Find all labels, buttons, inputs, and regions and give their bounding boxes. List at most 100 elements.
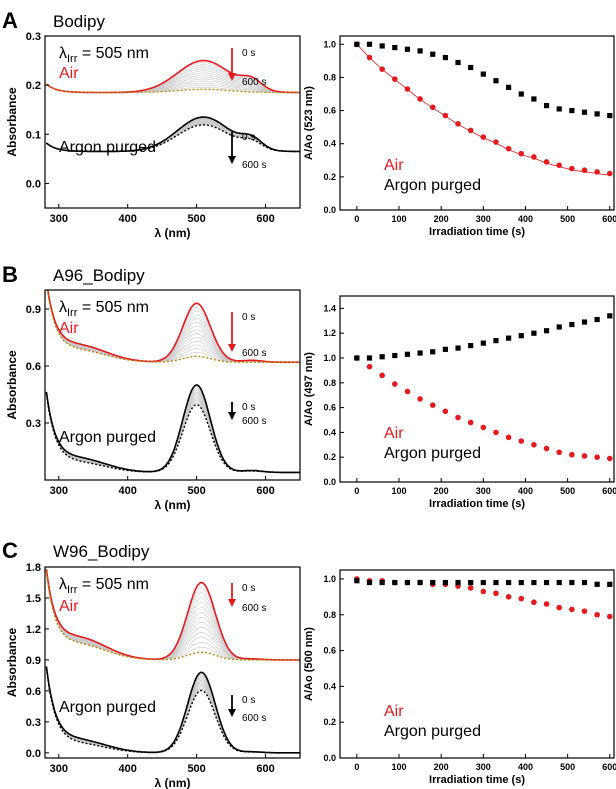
x-tick-label: 400	[119, 485, 137, 497]
argon-data-point	[607, 581, 613, 587]
y-tick-label: 0.3	[26, 31, 41, 43]
air-spectrum-600s	[45, 572, 300, 661]
air-data-point	[417, 396, 423, 402]
y-tick-label: 1.4	[323, 303, 336, 313]
argon-time-start-label: 0 s	[242, 695, 255, 706]
air-data-point	[392, 381, 398, 387]
y-tick-label: 1.5	[26, 593, 41, 605]
argon-data-point	[556, 579, 562, 586]
y-tick-label: 0.0	[323, 205, 336, 215]
argon-data-point	[556, 324, 562, 330]
air-arrow-head	[228, 599, 236, 607]
argon-data-point	[442, 579, 448, 586]
y-axis-label: Absorbance	[5, 87, 19, 157]
y-tick-label: 0.8	[323, 72, 336, 82]
argon-data-point	[354, 41, 360, 47]
y-tick-label: 0.6	[323, 646, 336, 656]
air-data-point	[518, 595, 525, 602]
argon-data-point	[531, 579, 537, 586]
panel-title: Bodipy	[53, 12, 105, 31]
argon-data-point	[392, 45, 398, 51]
argon-data-point	[455, 59, 461, 66]
y-tick-label: 0.2	[323, 452, 336, 462]
kinetics-panel-b: 0 100 200 300 400 500 600 0.0 0.2 0.4 0.6 0.8 1.0 1.2…	[303, 295, 616, 510]
argon-purged-label: Argon purged	[59, 139, 156, 156]
air-data-point	[606, 613, 613, 620]
x-axis-label: λ (nm)	[155, 498, 191, 512]
air-data-point	[480, 424, 487, 431]
argon-spectrum-0s	[45, 116, 300, 153]
y-axis-label: Absorbance	[5, 628, 19, 698]
argon-data-point	[430, 349, 436, 355]
y-tick-label: 0.2	[323, 172, 336, 182]
x-tick-label: 200	[434, 214, 449, 224]
y-tick-label: 1.0	[323, 39, 336, 49]
argon-data-point	[480, 71, 486, 77]
argon-data-point	[379, 43, 385, 49]
spectrum-panel-a: 300 400 500 600 0.0 0.1 0.2 0.3 λ (nm) Absorbance…	[2, 8, 301, 240]
argon-data-point	[518, 333, 524, 339]
x-tick-label: 400	[518, 486, 533, 496]
x-tick-label: 100	[391, 762, 406, 772]
y-tick-label: 0.4	[323, 427, 336, 437]
argon-data-point	[569, 321, 575, 328]
air-time-end-label: 600 s	[242, 603, 266, 614]
air-data-point	[581, 167, 588, 174]
x-tick-label: 400	[518, 762, 533, 772]
argon-data-point	[417, 48, 423, 54]
argon-data-point	[543, 103, 550, 109]
x-tick-label: 500	[187, 485, 205, 497]
air-data-point	[606, 170, 613, 177]
kinetics-frame	[339, 35, 615, 211]
y-tick-label: 0.4	[323, 681, 336, 691]
argon-data-point	[518, 91, 524, 97]
irradiation-wavelength-label: λIrr = 505 nm	[59, 45, 149, 65]
air-data-point	[455, 414, 461, 421]
air-data-point	[442, 408, 449, 415]
air-data-point	[581, 608, 588, 614]
argon-spectrum-600s	[45, 668, 300, 754]
argon-data-point	[442, 346, 448, 352]
argon-time-start-label: 0 s	[242, 132, 255, 143]
legend-air-label: Air	[384, 425, 404, 442]
x-tick-label: 200	[434, 762, 449, 772]
argon-arrow-head	[228, 156, 236, 164]
y-tick-label: 0.2	[323, 717, 336, 727]
y-tick-label: 0.4	[323, 139, 336, 149]
argon-data-point	[404, 46, 411, 52]
air-time-end-label: 600 s	[242, 77, 266, 88]
air-spectrum-600s	[45, 83, 300, 94]
air-data-point	[493, 429, 499, 436]
kinetics-panel-a: 0 100 200 300 400 500 600 0.0 0.2 0.4 0.6 0.8 1.0 Irr…	[303, 35, 616, 238]
argon-data-point	[506, 579, 512, 586]
air-data-point	[392, 76, 398, 82]
argon-data-point	[366, 355, 373, 361]
air-spectrum-0s	[45, 569, 300, 661]
x-tick-label: 500	[187, 213, 205, 225]
argon-data-point	[531, 96, 537, 102]
irradiation-wavelength-label: λIrr = 505 nm	[59, 576, 149, 596]
x-axis-label: Irradiation time (s)	[429, 498, 525, 510]
x-tick-label: 500	[187, 763, 205, 775]
x-tick-label: 100	[391, 486, 406, 496]
argon-spectrum-600s	[45, 393, 300, 474]
y-tick-label: 0.0	[26, 748, 41, 760]
argon-data-point	[430, 51, 436, 57]
y-tick-label: 0.9	[26, 304, 41, 316]
air-data-point	[505, 145, 512, 152]
air-data-point	[505, 594, 512, 600]
spectrum-frame	[44, 289, 301, 481]
air-data-point	[379, 372, 385, 379]
kinetics-panel-c: 0 100 200 300 400 500 600 0.0 0.2 0.4 0.6 0.8 1.0 Irr…	[303, 569, 616, 786]
spectrum-plot-area	[45, 59, 300, 153]
argon-data-point	[404, 579, 411, 586]
y-tick-label: 0.3	[26, 418, 41, 430]
argon-data-point	[493, 579, 499, 586]
argon-data-point	[506, 335, 512, 341]
argon-time-start-label: 0 s	[242, 402, 255, 413]
x-tick-label: 200	[434, 486, 449, 496]
air-time-start-label: 0 s	[242, 48, 255, 59]
air-data-point	[480, 588, 487, 595]
argon-data-point	[480, 340, 486, 346]
